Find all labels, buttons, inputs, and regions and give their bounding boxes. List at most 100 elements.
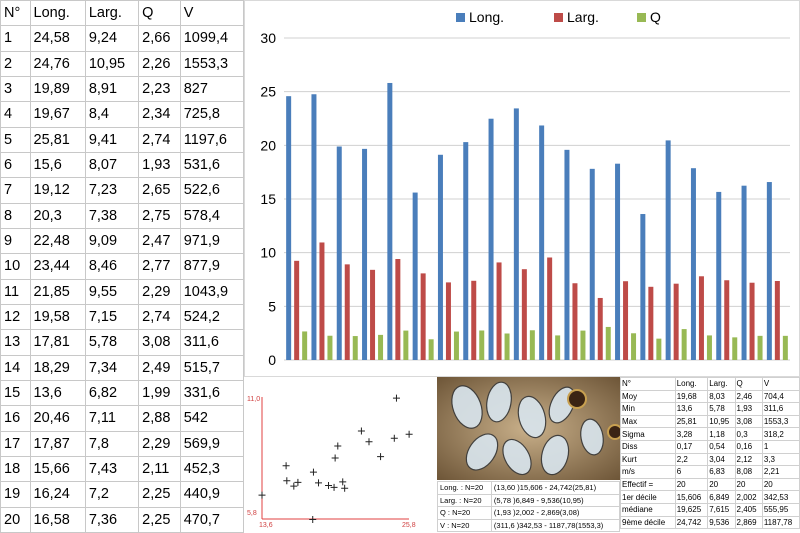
stats-cell: médiane (620, 502, 676, 517)
bar-long-15 (640, 214, 646, 360)
range-value-cell: (13,60 )15,606 - 24,742(25,81) (490, 481, 621, 495)
table-cell: 531,6 (179, 151, 245, 179)
table-cell: 7 (0, 177, 31, 204)
bar-q-17 (706, 335, 712, 360)
table-cell: 15,6 (29, 151, 86, 179)
stats-cell: 20 (734, 477, 763, 492)
scatter-point (330, 483, 338, 491)
range-label-cell: V : N=20 (437, 518, 492, 532)
table-cell: 8,07 (84, 151, 140, 179)
table-header-cell: N° (0, 0, 31, 27)
bar-larg-7 (445, 282, 451, 360)
scatter-point (331, 454, 339, 462)
table-cell: 524,2 (179, 303, 245, 331)
stats-cell: 0,17 (674, 439, 709, 454)
bar-long-9 (488, 118, 494, 361)
bar-q-5 (403, 330, 409, 360)
scatter-point (325, 481, 333, 489)
stats-cell: 1,93 (734, 402, 763, 416)
stats-row: 9ème décile 24,742 9,536 2,869 1187,78 (620, 515, 800, 530)
stats-cell: 2,869 (734, 515, 763, 530)
stats-cell: Sigma (620, 427, 676, 441)
range-row: Long. : N=20 (13,60 )15,606 - 24,742(25,8… (437, 481, 621, 495)
table-cell: 311,6 (179, 329, 245, 356)
table-cell: 2,29 (138, 430, 181, 457)
bar-chart: 0 5 10 15 20 25 30 Long. Larg. Q (244, 0, 800, 377)
stats-cell: 20 (674, 477, 709, 492)
stats-cell: 19,68 (674, 389, 709, 404)
table-cell: 1,99 (138, 379, 181, 407)
table-cell: 19,67 (29, 101, 86, 128)
stats-cell: 3,3 (761, 452, 800, 467)
bar-larg-16 (673, 283, 679, 360)
stats-cell: 0,16 (734, 439, 763, 454)
table-cell: 24,58 (29, 25, 86, 52)
table-cell: 20 (0, 506, 31, 533)
table-cell: 578,4 (179, 202, 245, 229)
table-cell: 2,25 (138, 481, 181, 508)
scatter-point (309, 468, 317, 476)
bar-q-13 (605, 326, 611, 360)
table-cell: 7,36 (84, 506, 140, 533)
bar-q-3 (352, 336, 358, 360)
table-cell: 1099,4 (179, 25, 245, 52)
stats-cell: 8,03 (707, 389, 736, 404)
bar-larg-11 (547, 257, 553, 360)
table-cell: 9,41 (84, 126, 140, 153)
table-cell: 4 (0, 101, 31, 128)
bar-larg-5 (395, 258, 401, 360)
table-cell: 2,34 (138, 101, 181, 128)
stats-cell: 19,625 (674, 502, 709, 517)
table-row: 3 19,89 8,91 2,23 827 (0, 75, 245, 103)
table-cell: 13 (0, 329, 31, 356)
bar-q-2 (327, 335, 333, 360)
table-row: 13 17,81 5,78 3,08 311,6 (0, 329, 245, 356)
table-cell: 1 (0, 25, 31, 52)
table-cell: 10,95 (84, 50, 140, 77)
table-cell: 19,12 (29, 177, 86, 204)
table-cell: 8,4 (84, 101, 140, 128)
scatter-point (309, 515, 317, 523)
table-cell: 7,23 (84, 177, 140, 204)
table-row: 19 16,24 7,2 2,25 440,9 (0, 481, 245, 508)
table-cell: 2,65 (138, 177, 181, 204)
table-cell: 12 (0, 303, 31, 331)
stats-cell: 15,606 (674, 490, 709, 504)
table-cell: 2,49 (138, 354, 181, 381)
bar-long-8 (463, 142, 469, 360)
bar-larg-6 (420, 273, 426, 360)
table-cell: 2,23 (138, 75, 181, 103)
scatter-point (390, 434, 398, 442)
table-cell: 3 (0, 75, 31, 103)
table-cell: 440,9 (179, 481, 245, 508)
stats-row: Kurt 2,2 3,04 2,12 3,3 (620, 452, 800, 467)
range-value-cell: (5,78 )6,849 - 9,536(10,95) (490, 493, 621, 507)
legend-swatch (554, 13, 563, 22)
table-cell: 2,26 (138, 50, 181, 77)
bar-q-9 (504, 333, 510, 360)
bar-larg-15 (648, 286, 654, 360)
table-cell: 5,78 (84, 329, 140, 356)
range-value-cell: (1,93 )2,002 - 2,869(3,08) (490, 506, 621, 520)
table-row: 14 18,29 7,34 2,49 515,7 (0, 354, 245, 381)
scatter-xmax-label: 25,8 (402, 522, 416, 529)
table-row: 20 16,58 7,36 2,25 470,7 (0, 506, 245, 533)
range-summary-table: Long. : N=20 (13,60 )15,606 - 24,742(25,8… (437, 481, 621, 532)
table-cell: 9,55 (84, 278, 140, 305)
scatter-point (339, 478, 347, 486)
table-cell: 18,29 (29, 354, 86, 381)
table-cell: 7,2 (84, 481, 140, 508)
stats-cell: 5,78 (707, 402, 736, 416)
range-row: V : N=20 (311,6 )342,53 - 1187,78(1553,3) (437, 518, 621, 532)
table-cell: 2,74 (138, 303, 181, 331)
scatter-point (283, 477, 291, 485)
scatter-point (365, 438, 373, 446)
range-row: Larg. : N=20 (5,78 )6,849 - 9,536(10,95) (437, 493, 621, 507)
stats-cell: 2,2 (674, 452, 709, 467)
table-cell: 515,7 (179, 354, 245, 381)
stats-cell: 24,742 (674, 515, 709, 530)
bar-q-11 (555, 335, 561, 360)
table-cell: 7,8 (84, 430, 140, 457)
table-row: 10 23,44 8,46 2,77 877,9 (0, 253, 245, 280)
range-row: Q : N=20 (1,93 )2,002 - 2,869(3,08) (437, 506, 621, 520)
